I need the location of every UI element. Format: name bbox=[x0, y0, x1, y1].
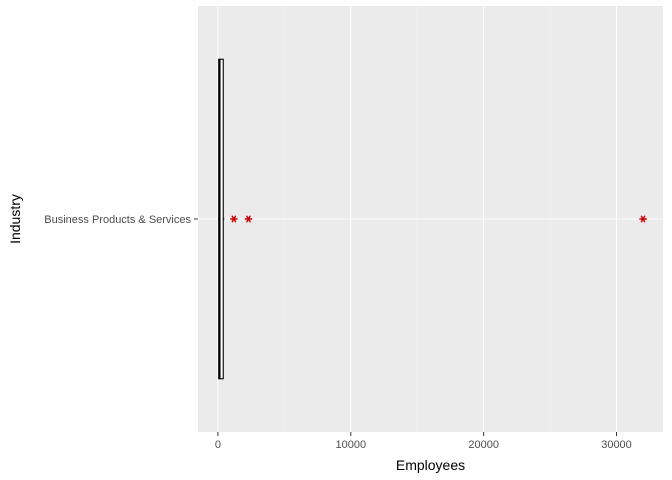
outlier-point bbox=[244, 215, 253, 223]
outlier-point bbox=[229, 215, 238, 223]
x-axis-title: Employees bbox=[396, 457, 465, 473]
outlier-point bbox=[639, 215, 647, 223]
x-tick-label: 10000 bbox=[335, 439, 366, 451]
x-tick-label: 30000 bbox=[601, 439, 632, 451]
outliers-layer bbox=[229, 215, 647, 223]
box-group bbox=[218, 58, 225, 380]
x-axis: 0 10000 20000 30000 bbox=[215, 432, 632, 451]
x-tick-label: 0 bbox=[215, 439, 221, 451]
y-tick-label: Business Products & Services bbox=[44, 214, 191, 226]
y-axis-title: Industry bbox=[7, 194, 23, 244]
x-tick-label: 20000 bbox=[468, 439, 499, 451]
y-axis: Business Products & Services bbox=[44, 214, 198, 226]
boxes-layer bbox=[218, 58, 225, 380]
major-gridlines bbox=[198, 6, 663, 432]
